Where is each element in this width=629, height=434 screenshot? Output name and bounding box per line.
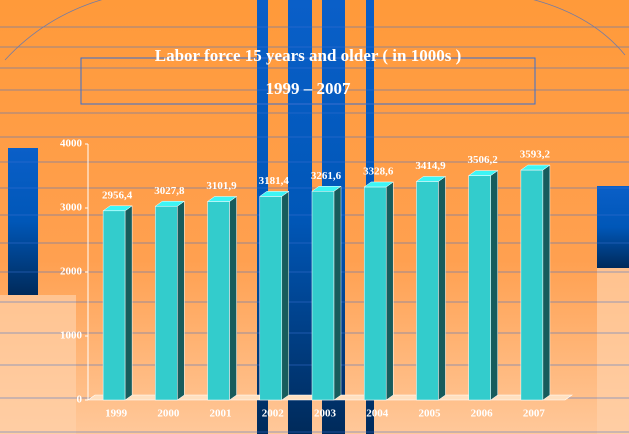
value-label: 2956,4	[102, 189, 133, 201]
x-tick-label: 2005	[418, 408, 441, 420]
value-label: 3101,9	[206, 180, 237, 192]
y-tick-label: 2000	[60, 266, 83, 278]
bar	[520, 169, 544, 401]
bar-top	[154, 200, 186, 207]
y-tick-label: 1000	[60, 330, 83, 342]
bar	[207, 201, 230, 401]
bar-side	[281, 190, 290, 401]
bar-side	[490, 170, 498, 401]
y-tick-label: 3000	[60, 202, 83, 214]
bar-top	[467, 170, 499, 176]
y-tick-label: 0	[77, 394, 83, 406]
bar-top	[258, 191, 290, 197]
bar-side	[542, 164, 551, 401]
bar-side	[124, 205, 133, 401]
x-tick-label: 1999	[105, 408, 128, 420]
bar	[311, 191, 335, 401]
bar-top	[415, 176, 447, 182]
bar-side	[177, 200, 185, 401]
bar-side	[333, 185, 342, 401]
x-tick-label: 2003	[314, 408, 337, 420]
bar	[102, 210, 126, 401]
bar	[155, 205, 178, 401]
value-label: 3181,4	[259, 175, 290, 187]
x-tick-label: 2006	[471, 408, 494, 420]
value-label: 3261,6	[311, 170, 342, 182]
bar-top	[363, 181, 395, 188]
chart-subtitle: 1999 – 2007	[266, 79, 352, 98]
bar-top	[520, 164, 551, 171]
x-tick-label: 2002	[262, 408, 285, 420]
value-label: 3328,6	[363, 166, 394, 178]
bar	[363, 186, 387, 401]
bar-top	[206, 196, 238, 202]
bar-top	[311, 186, 342, 192]
bar	[468, 175, 491, 401]
x-tick-label: 2001	[210, 408, 232, 420]
bar	[259, 196, 283, 401]
bar-side	[438, 175, 446, 401]
bar-side	[229, 195, 237, 401]
y-tick-label: 4000	[60, 138, 83, 150]
x-tick-label: 2000	[157, 408, 180, 420]
bar-side	[385, 181, 394, 401]
chart-title: Labor force 15 years and older ( in 1000…	[155, 46, 461, 65]
value-label: 3027,8	[154, 185, 185, 197]
value-label: 3593,2	[520, 149, 551, 161]
x-tick-label: 2007	[523, 408, 546, 420]
value-label: 3414,9	[415, 160, 446, 172]
bar	[416, 181, 439, 401]
bar-top	[102, 205, 133, 212]
x-tick-label: 2004	[366, 408, 389, 420]
value-label: 3506,2	[468, 154, 499, 166]
